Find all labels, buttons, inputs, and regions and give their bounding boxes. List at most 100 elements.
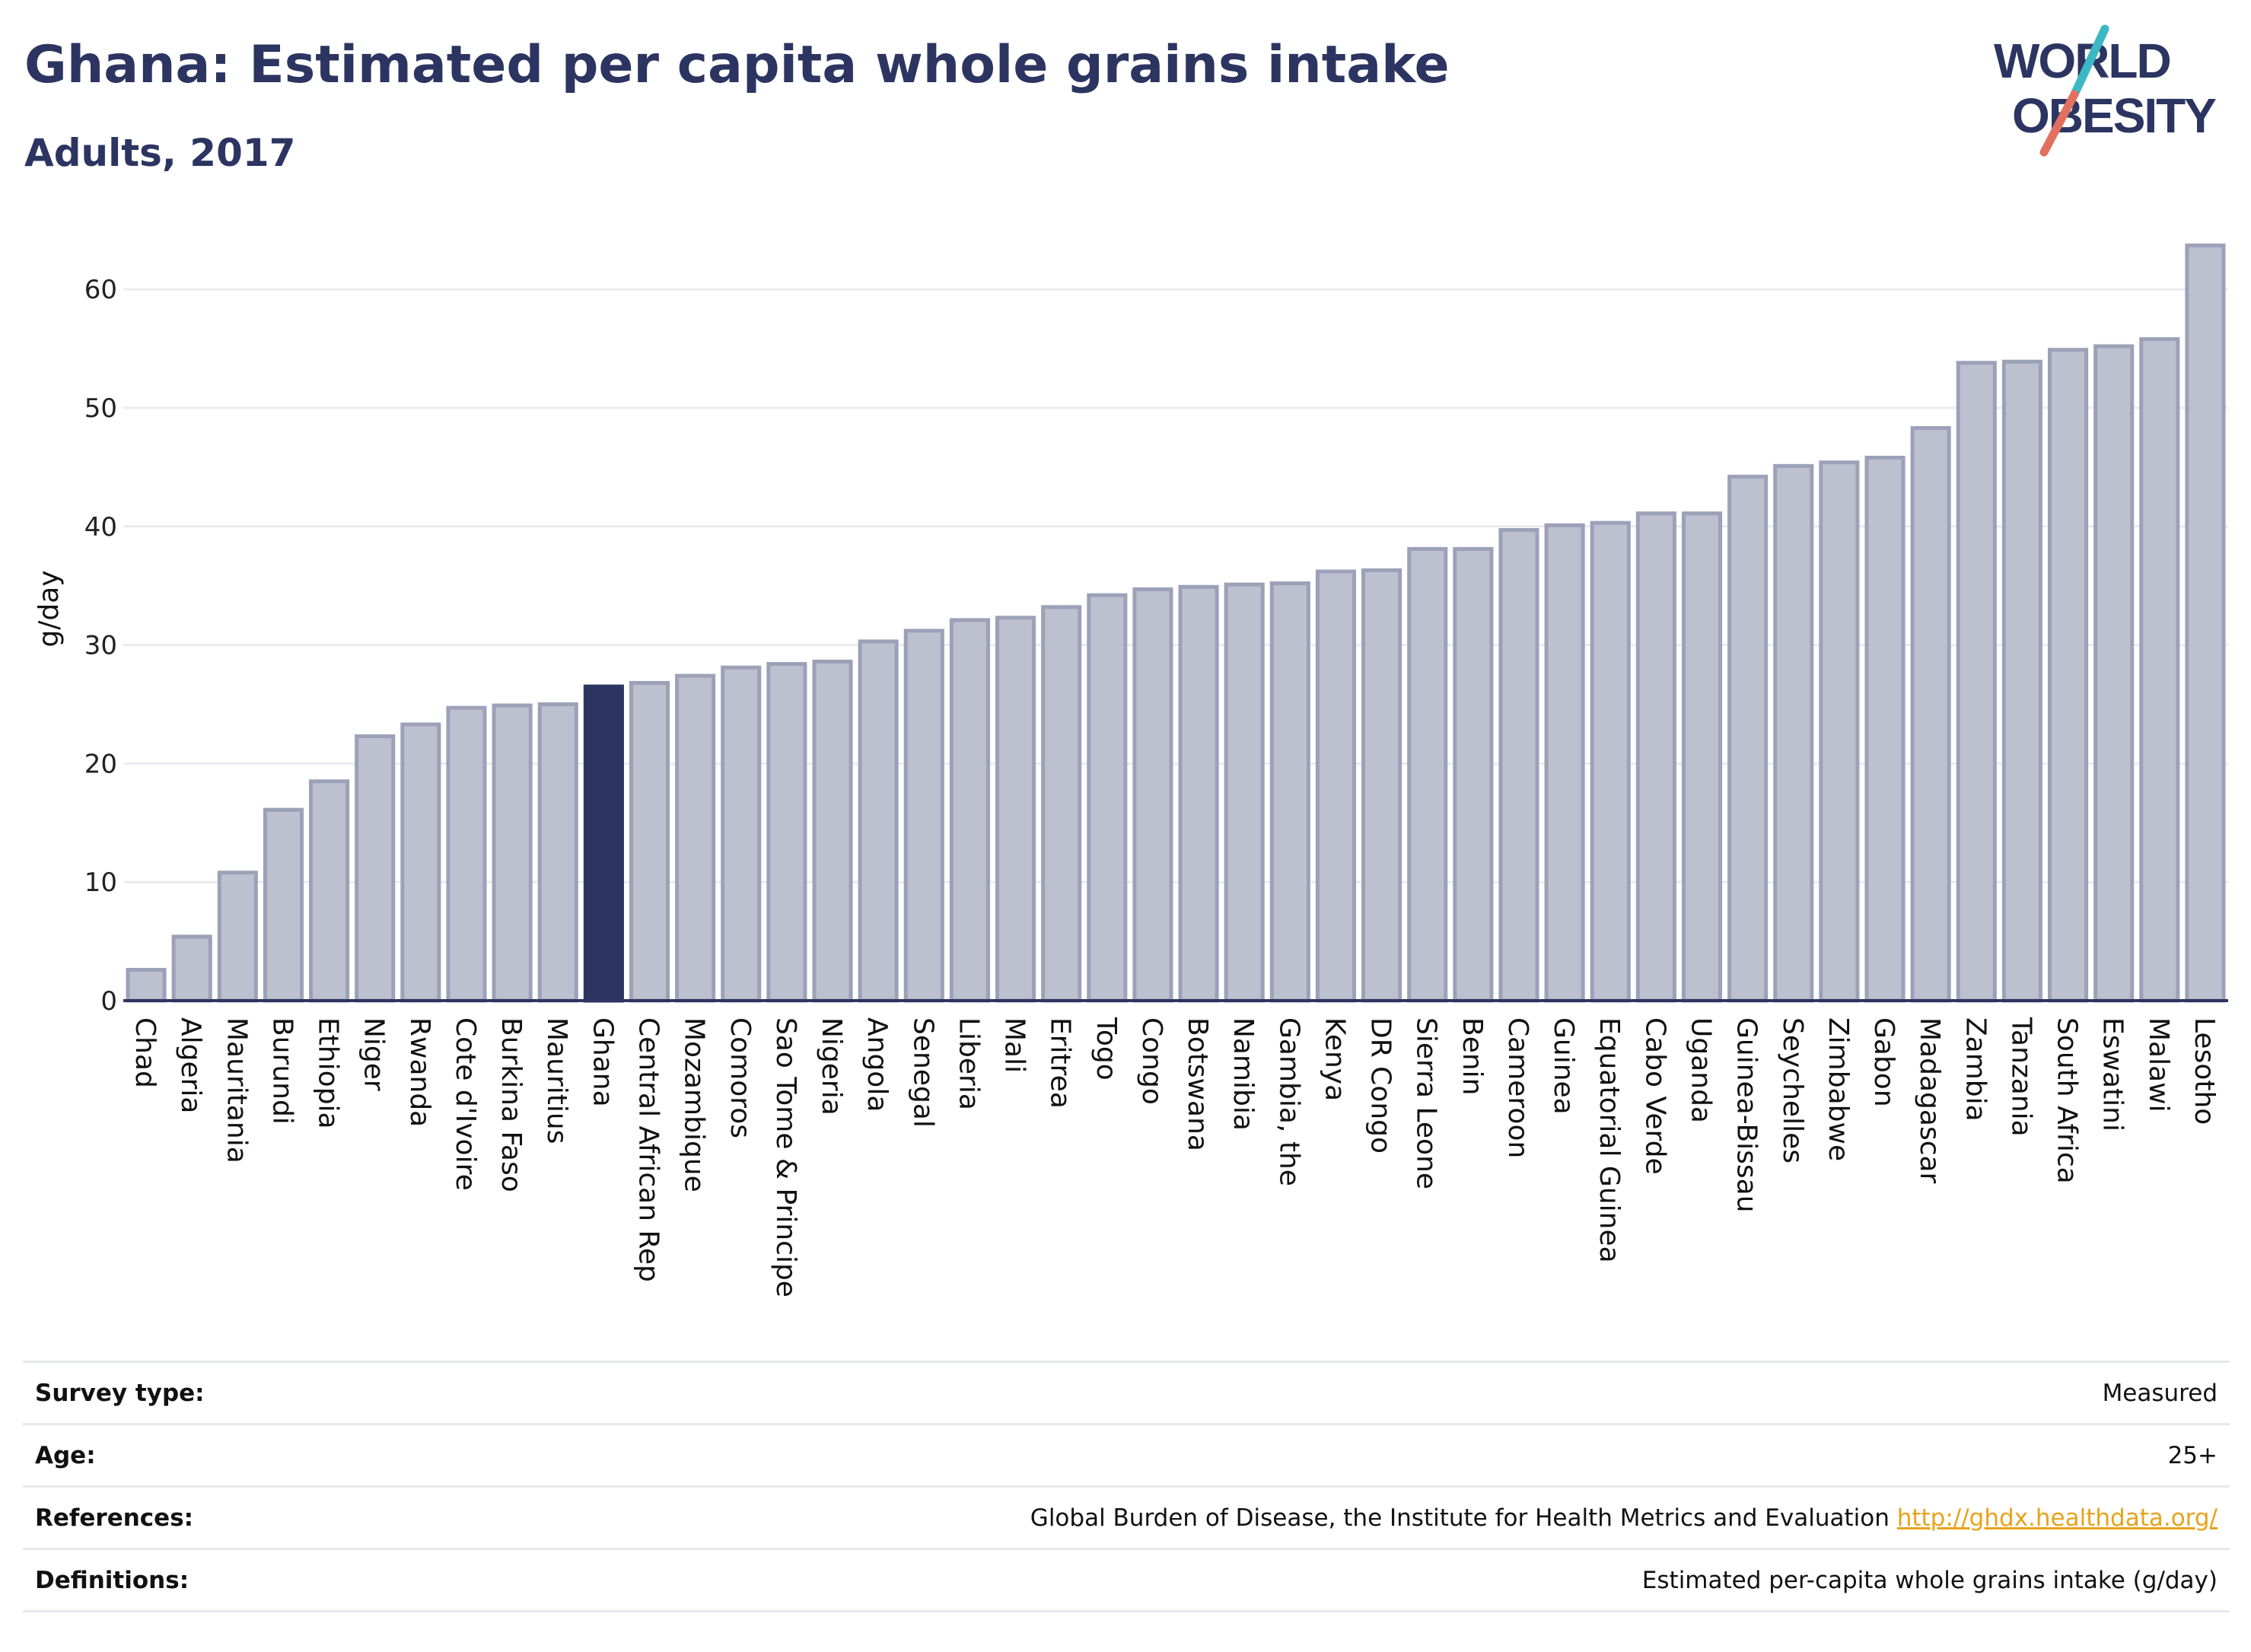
bar [1224, 582, 1265, 1003]
bar [2047, 348, 2089, 1003]
x-tick-label: Cabo Verde [1639, 1017, 1670, 1175]
x-tick-label: Burkina Faso [495, 1017, 527, 1192]
x-tick-label: Liberia [953, 1017, 984, 1110]
x-tick-label: Kenya [1319, 1017, 1350, 1101]
bar [583, 684, 624, 1003]
info-value: Estimated per-capita whole grains intake… [1641, 1566, 2218, 1594]
y-tick-label: 0 [100, 986, 117, 1017]
info-table: Survey type: Measured Age: 25+ Reference… [23, 1361, 2230, 1612]
bar [1269, 581, 1310, 1003]
bar [1681, 511, 1723, 1003]
x-tick-label: Congo [1136, 1017, 1167, 1105]
x-tick-label: Chad [129, 1017, 161, 1088]
x-tick-label: Mauritania [221, 1017, 252, 1163]
reference-text: Global Burden of Disease, the Institute … [1030, 1504, 1890, 1532]
x-tick-label: Togo [1090, 1017, 1122, 1081]
bar [2185, 244, 2226, 1003]
world-obesity-logo: WORLD OBESITY [1994, 24, 2218, 157]
bar [1315, 569, 1357, 1003]
x-tick-label: South Africa [2052, 1017, 2083, 1184]
x-tick-label: Burundi [266, 1017, 298, 1125]
bar [949, 618, 990, 1003]
bar [675, 673, 716, 1003]
bar [400, 722, 441, 1003]
bar [1087, 593, 1128, 1003]
bar [1635, 511, 1676, 1003]
bar [217, 871, 258, 1003]
x-tick-label: Angola [861, 1017, 893, 1112]
info-value-references: Global Burden of Disease, the Institute … [314, 1487, 2230, 1549]
x-tick-label: Sierra Leone [1411, 1017, 1442, 1189]
y-tick-label: 20 [84, 749, 117, 779]
bar [2001, 359, 2042, 1003]
x-tick-label: Guinea-Bissau [1731, 1017, 1762, 1213]
bar [2093, 344, 2135, 1003]
x-tick-label: Central African Rep [633, 1017, 664, 1282]
reference-link[interactable]: http://ghdx.healthdata.org/ [1896, 1504, 2218, 1532]
bar [1910, 425, 1951, 1003]
info-label: Survey type: [35, 1379, 205, 1407]
x-tick-label: Namibia [1227, 1017, 1259, 1131]
x-tick-label: Ghana [587, 1017, 618, 1107]
bar [1819, 460, 1860, 1003]
x-tick-label: Senegal [907, 1017, 938, 1128]
info-row-definitions: Definitions: Estimated per-capita whole … [23, 1549, 2230, 1612]
x-tick-label: Niger [358, 1017, 390, 1091]
info-row-references: References: Global Burden of Disease, th… [23, 1486, 2230, 1549]
bar [1132, 587, 1173, 1003]
bar [812, 659, 853, 1003]
x-tick-label: Tanzania [2005, 1017, 2036, 1137]
x-tick-label: Algeria [175, 1017, 206, 1114]
y-tick-label: 40 [84, 512, 117, 543]
page-subtitle: Adults, 2017 [24, 131, 296, 175]
bar [171, 934, 212, 1003]
bar [1041, 605, 1082, 1003]
x-tick-label: Seychelles [1777, 1017, 1808, 1163]
bar [1407, 546, 1448, 1003]
bar [1178, 584, 1219, 1003]
x-tick-label: Comoros [724, 1017, 756, 1138]
y-tick-label: 10 [84, 867, 117, 898]
logo-slash-coral [2039, 90, 2079, 157]
bar [537, 702, 578, 1003]
x-tick-label: Cote d'Ivoire [450, 1017, 481, 1191]
bar [355, 734, 396, 1003]
bar [126, 967, 167, 1003]
x-tick-label: Mauritius [541, 1017, 572, 1144]
x-tick-label: Zambia [1960, 1017, 1991, 1122]
x-tick-label: Botswana [1182, 1017, 1213, 1151]
info-label: References: [35, 1504, 194, 1532]
x-tick-label: Rwanda [404, 1017, 435, 1127]
bar [629, 680, 670, 1003]
bar [1590, 520, 1631, 1003]
x-tick-label: Eritrea [1045, 1017, 1076, 1109]
x-tick-label: Gambia, the [1273, 1017, 1304, 1186]
x-tick-label: Lesotho [2189, 1017, 2220, 1125]
bar [1544, 523, 1585, 1003]
x-tick-label: Zimbabwe [1823, 1017, 1854, 1161]
bar [309, 779, 350, 1003]
x-tick-label: Ethiopia [313, 1017, 344, 1129]
bar [1498, 527, 1539, 1003]
x-tick-label: DR Congo [1365, 1017, 1396, 1154]
bar [995, 616, 1036, 1003]
bar [766, 662, 807, 1003]
x-tick-label: Nigeria [816, 1017, 847, 1116]
x-tick-label: Equatorial Guinea [1594, 1017, 1625, 1263]
info-label: Definitions: [35, 1566, 189, 1594]
y-tick-label: 60 [84, 275, 117, 305]
info-value: 25+ [2167, 1441, 2218, 1469]
info-label: Age: [35, 1441, 96, 1469]
info-row-survey-type: Survey type: Measured [23, 1361, 2230, 1424]
bar [903, 629, 944, 1003]
x-tick-label: Eswatini [2097, 1017, 2128, 1132]
x-tick-label: Mali [999, 1017, 1030, 1073]
page-title: Ghana: Estimated per capita whole grains… [24, 35, 1450, 95]
bar [1361, 568, 1402, 1003]
bar [858, 639, 899, 1003]
logo-word-obesity: OBESITY [2012, 88, 2216, 143]
x-tick-label: Sao Tome & Principe [770, 1017, 801, 1297]
bar [1453, 546, 1494, 1003]
bar-chart: 0 10 20 30 40 50 60 g/day Chad Algeria Mauritania B… [33, 244, 2228, 1297]
bar [492, 703, 533, 1003]
